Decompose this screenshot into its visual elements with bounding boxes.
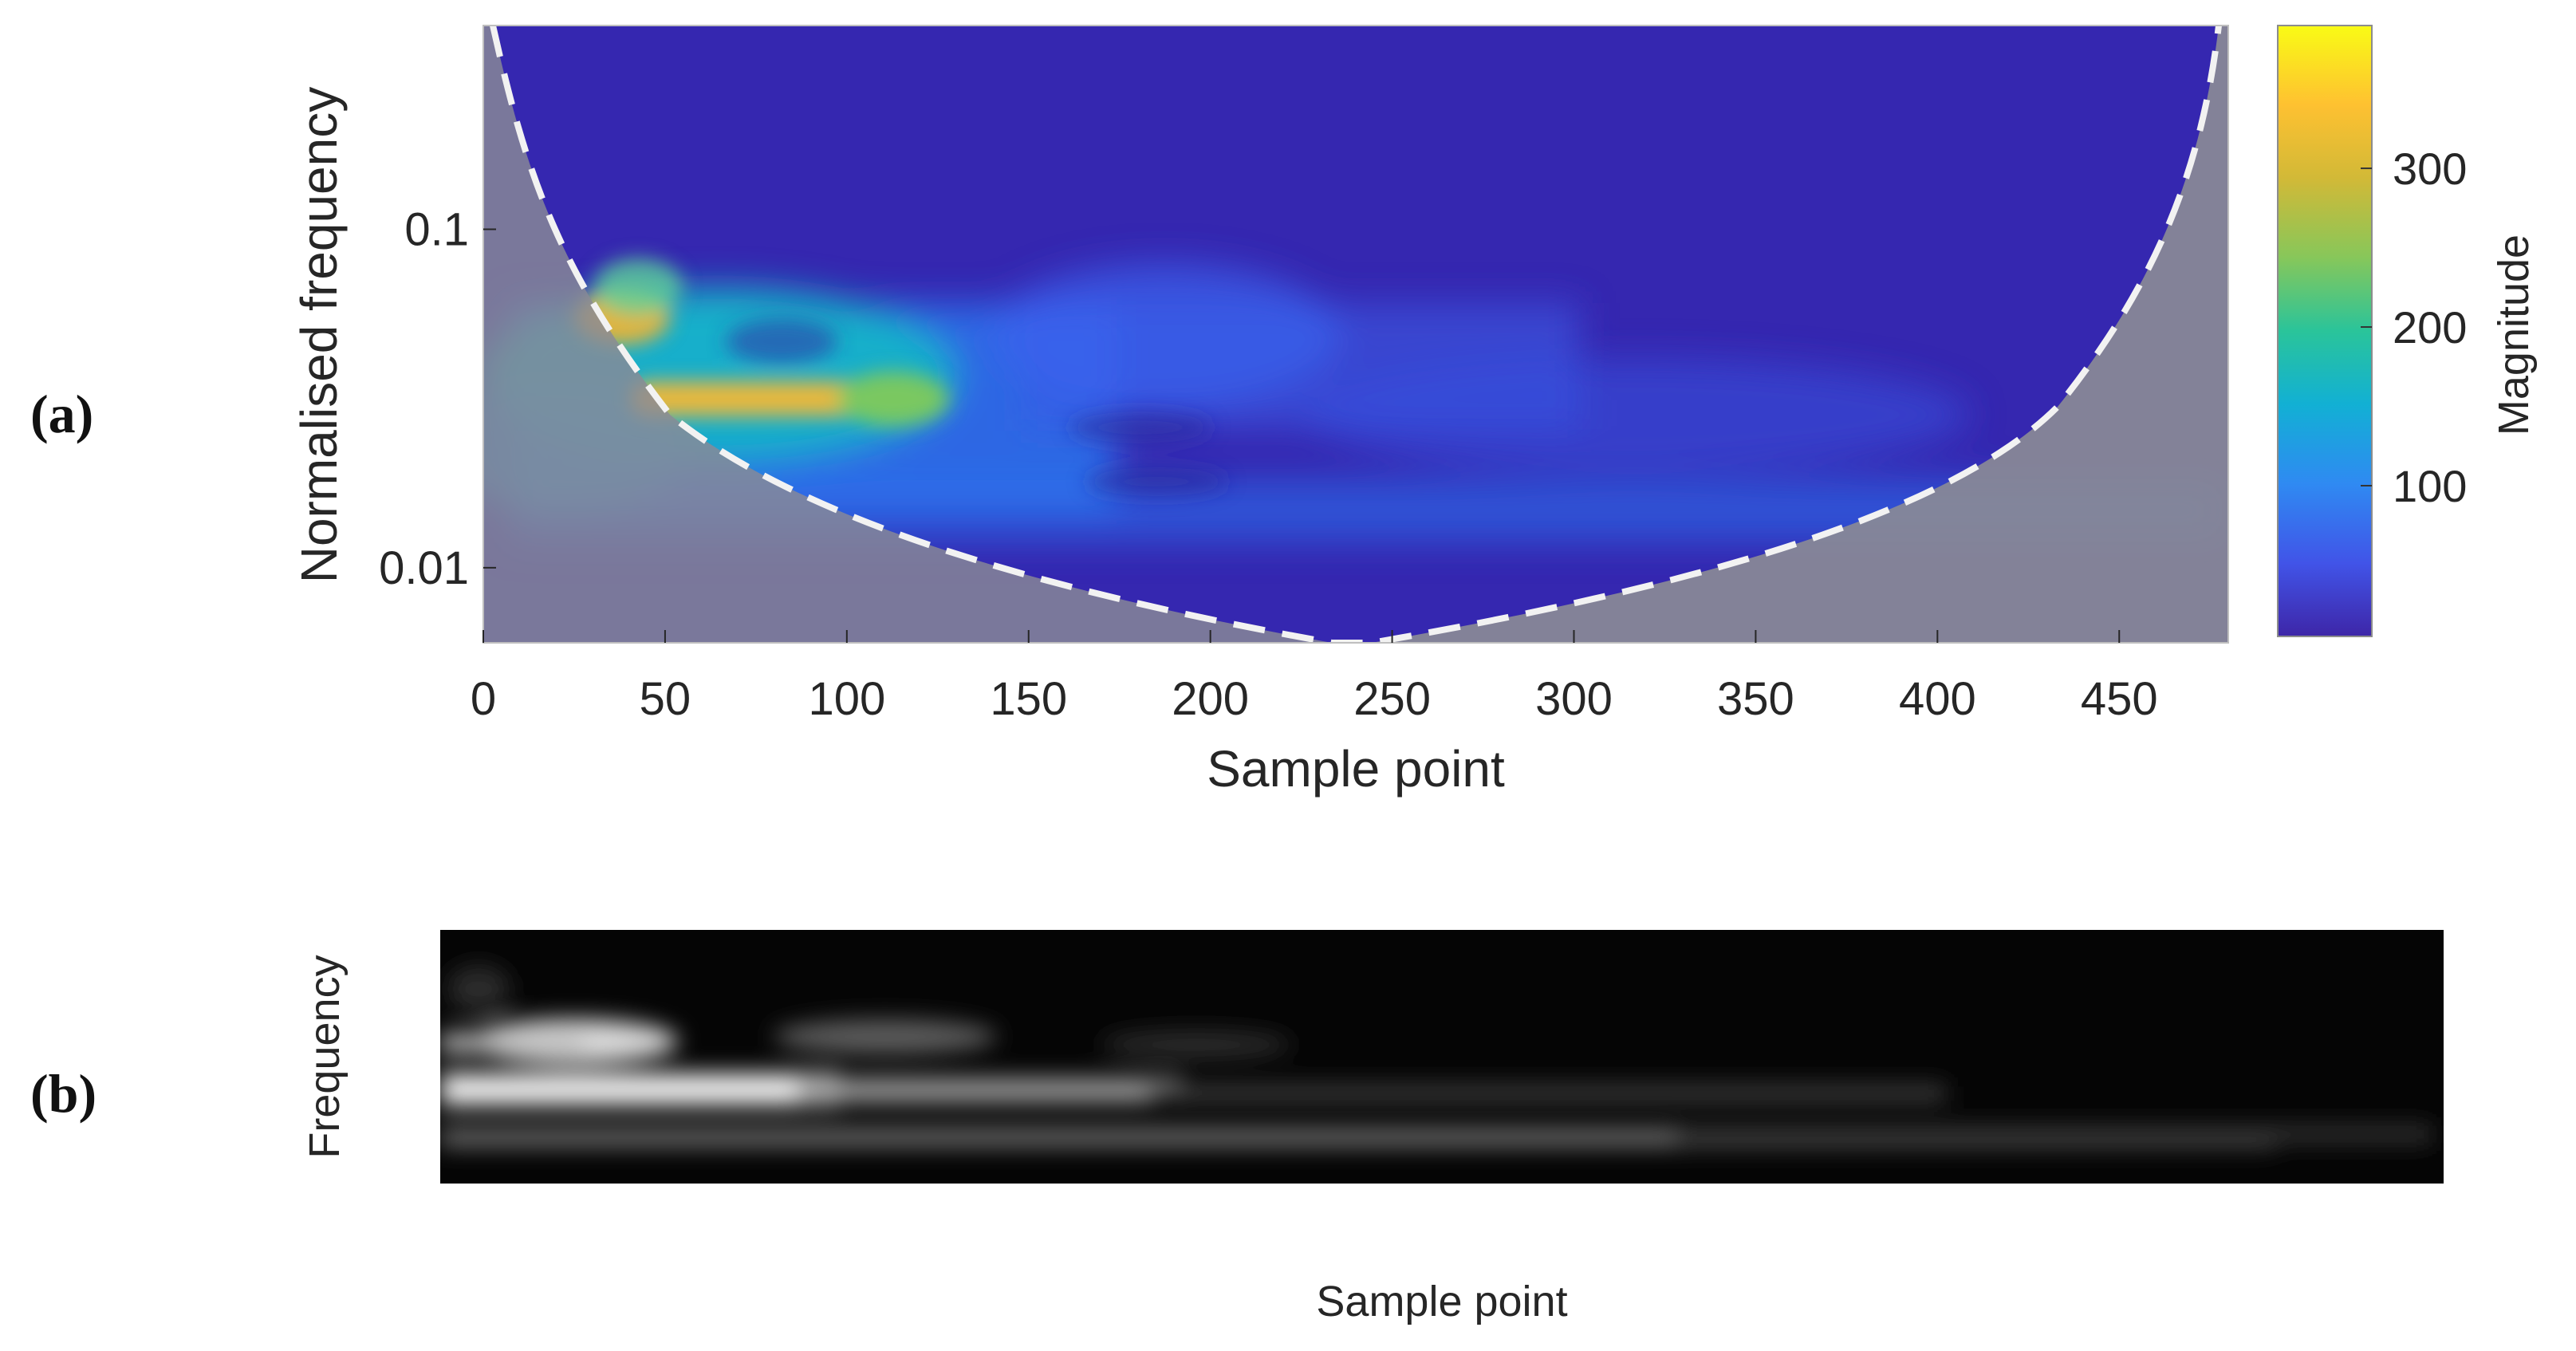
band-main-tail xyxy=(798,1078,1180,1102)
scalogram-peaks xyxy=(574,258,1228,496)
panel-label-a: (a) xyxy=(30,384,94,444)
x-tick-label: 350 xyxy=(1717,673,1794,725)
x-tick-label: 250 xyxy=(1353,673,1431,725)
colorbar xyxy=(2277,25,2373,637)
coi-curve xyxy=(490,26,2222,643)
blob-top xyxy=(447,965,510,1013)
band-main-faint xyxy=(1148,1085,1946,1102)
x-tick-label: 300 xyxy=(1535,673,1613,725)
axis-a: 0 50 100 150 200 250 300 350 400 450 0.01 0.1 xyxy=(379,203,2158,725)
scalogram-plot xyxy=(483,26,2228,643)
colorbar-tick-label: 200 xyxy=(2393,302,2467,353)
x-axis-label-b: Sample point xyxy=(1316,1278,1567,1325)
band-main xyxy=(440,1073,839,1105)
panel-label-b: (b) xyxy=(30,1063,97,1124)
blob-upper-mid xyxy=(774,1019,997,1054)
blob-mid xyxy=(1101,1030,1292,1059)
colorbar-label: Magnitude xyxy=(2490,234,2538,435)
colorbar-tick-label: 300 xyxy=(2393,144,2467,194)
x-tick-label: 150 xyxy=(990,673,1067,725)
x-tick-label: 50 xyxy=(640,673,691,725)
colorbar-tick-label: 100 xyxy=(2393,461,2467,511)
band-lower-fade xyxy=(1675,1125,2432,1144)
y-axis-label-a: Normalised frequency xyxy=(290,87,348,584)
band-upper xyxy=(440,1034,584,1053)
x-tick-label: 100 xyxy=(808,673,885,725)
colorbar-ticks: 100 200 300 xyxy=(2361,144,2467,511)
grayscale-scalogram xyxy=(440,930,2444,1184)
y-tick-label: 0.1 xyxy=(404,203,469,255)
x-tick-label: 450 xyxy=(2081,673,2158,725)
x-tick-label: 0 xyxy=(471,673,496,725)
coi-shaded-left xyxy=(483,26,1332,643)
y-tick-label: 0.01 xyxy=(379,542,469,594)
coi-shaded-right xyxy=(1372,26,2228,643)
scalogram-frame xyxy=(483,25,2229,644)
x-axis-label-a: Sample point xyxy=(1207,740,1505,798)
x-tick-label: 200 xyxy=(1172,673,1249,725)
y-axis-label-b: Frequency xyxy=(301,955,349,1158)
x-tick-label: 400 xyxy=(1899,673,1976,725)
